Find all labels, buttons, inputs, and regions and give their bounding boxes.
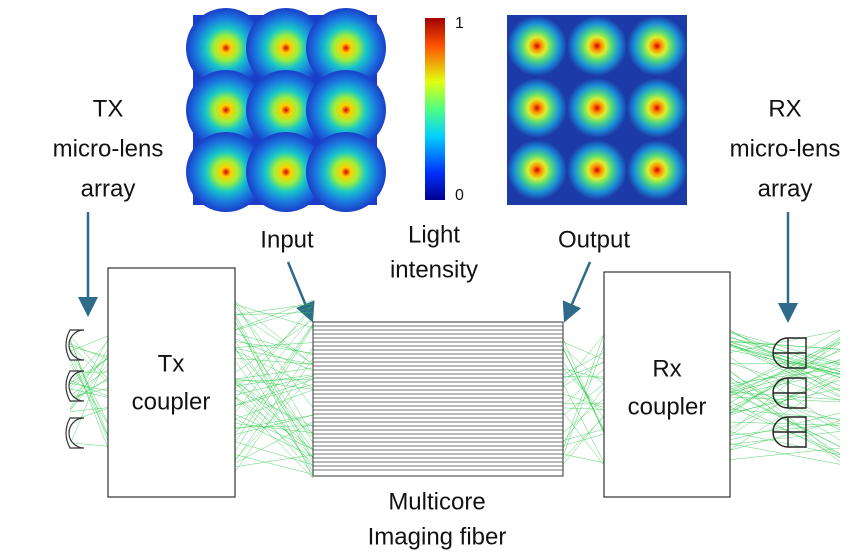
- spot: [627, 140, 687, 200]
- colorbar-max: 1: [455, 15, 464, 32]
- rx-label: RX: [768, 95, 801, 122]
- ray: [235, 368, 313, 379]
- ray: [563, 348, 604, 429]
- ray: [730, 344, 840, 386]
- tx-coupler-label: coupler: [132, 388, 211, 415]
- spot: [507, 16, 567, 76]
- tx-label: micro-lens: [53, 135, 164, 162]
- rx-coupler-label: Rx: [652, 355, 681, 382]
- diagram: 1 0 TX micro-lens array RX micro-lens ar…: [0, 0, 868, 555]
- arrow: [288, 262, 311, 318]
- colorbar: [425, 18, 445, 200]
- colorbar-min: 0: [455, 187, 464, 204]
- input-label: Input: [260, 226, 314, 253]
- spot: [507, 140, 567, 200]
- ray: [235, 304, 313, 315]
- rx-coupler-label: coupler: [628, 393, 707, 420]
- intensity-label: intensity: [390, 256, 478, 283]
- ray: [563, 334, 604, 449]
- ray: [563, 352, 604, 375]
- spot: [627, 78, 687, 138]
- ray: [235, 300, 313, 329]
- ray: [235, 361, 313, 468]
- ray: [235, 304, 313, 327]
- rx-coupler-box: [604, 272, 730, 497]
- ray: [235, 312, 313, 315]
- tx-label: TX: [93, 95, 124, 122]
- ray: [730, 360, 840, 386]
- ray: [70, 336, 108, 351]
- spot: [567, 16, 627, 76]
- ray: [235, 334, 313, 355]
- ray: [730, 342, 840, 371]
- ray: [730, 391, 840, 447]
- input-intensity-map: [186, 8, 386, 212]
- intensity-label: Light: [408, 221, 460, 248]
- tx-label: array: [81, 175, 136, 202]
- ray: [235, 358, 313, 364]
- ray: [235, 455, 313, 475]
- spot: [567, 78, 627, 138]
- fiber-bundle: [313, 322, 563, 476]
- output-intensity-map: [507, 15, 687, 205]
- ray: [563, 369, 604, 412]
- tx-coupler-label: Tx: [158, 350, 185, 377]
- ray: [563, 454, 604, 463]
- ray: [235, 314, 313, 459]
- spot: [567, 140, 627, 200]
- spot: [306, 132, 386, 212]
- ray: [730, 341, 840, 349]
- spot: [507, 78, 567, 138]
- rx-label: array: [758, 175, 813, 202]
- ray: [235, 302, 313, 437]
- fiber-label: Multicore: [388, 488, 485, 515]
- rx-label: micro-lens: [730, 135, 841, 162]
- fiber-label: Imaging fiber: [368, 523, 507, 550]
- output-label: Output: [558, 226, 630, 253]
- ray: [235, 316, 313, 413]
- ray: [563, 408, 604, 409]
- tx-coupler-box: [108, 268, 235, 497]
- ray: [235, 301, 313, 365]
- arrow: [566, 262, 590, 318]
- spot: [627, 16, 687, 76]
- ray: [235, 455, 313, 467]
- ray: [563, 347, 604, 384]
